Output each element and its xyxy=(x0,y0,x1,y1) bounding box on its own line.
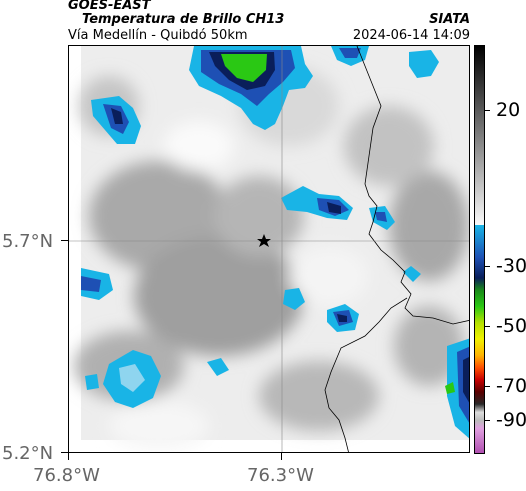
colorbar-label-minus70: -70 xyxy=(496,375,526,397)
colorbar-tick-mark xyxy=(485,326,490,327)
colorbar-label-20: 20 xyxy=(496,99,521,121)
colorbar-tick-mark xyxy=(485,420,490,421)
star-icon xyxy=(257,234,271,247)
colorbar xyxy=(474,45,485,454)
colorbar-tick-mark xyxy=(485,110,490,111)
y-tick-mark xyxy=(61,452,68,453)
colorbar-label-minus30: -30 xyxy=(496,255,526,277)
satellite-title: GOES-EAST xyxy=(68,0,151,13)
colorbar-tick-mark xyxy=(485,266,490,267)
brightness-temperature-map xyxy=(68,45,470,453)
coastline xyxy=(324,297,408,452)
y-tick-label-5-7n: 5.7°N xyxy=(2,231,54,252)
border-line xyxy=(356,46,469,325)
y-tick-mark xyxy=(61,240,68,241)
map-canvas xyxy=(69,46,469,452)
product-title: Temperatura de Brillo CH13 xyxy=(82,12,285,27)
colorbar-tick-mark xyxy=(485,386,490,387)
x-tick-mark xyxy=(281,453,282,460)
y-tick-label-5-2n: 5.2°N xyxy=(2,443,54,464)
colorbar-label-minus50: -50 xyxy=(496,315,526,337)
x-tick-label-76-8w: 76.8°W xyxy=(33,465,100,486)
organization-label: SIATA xyxy=(429,12,470,27)
region-label: Vía Medellín - Quibdó 50km xyxy=(68,28,248,43)
x-tick-mark xyxy=(68,453,69,460)
x-tick-label-76-3w: 76.3°W xyxy=(247,465,314,486)
colorbar-label-minus90: -90 xyxy=(496,409,526,431)
datetime-label: 2024-06-14 14:09 xyxy=(352,28,470,43)
